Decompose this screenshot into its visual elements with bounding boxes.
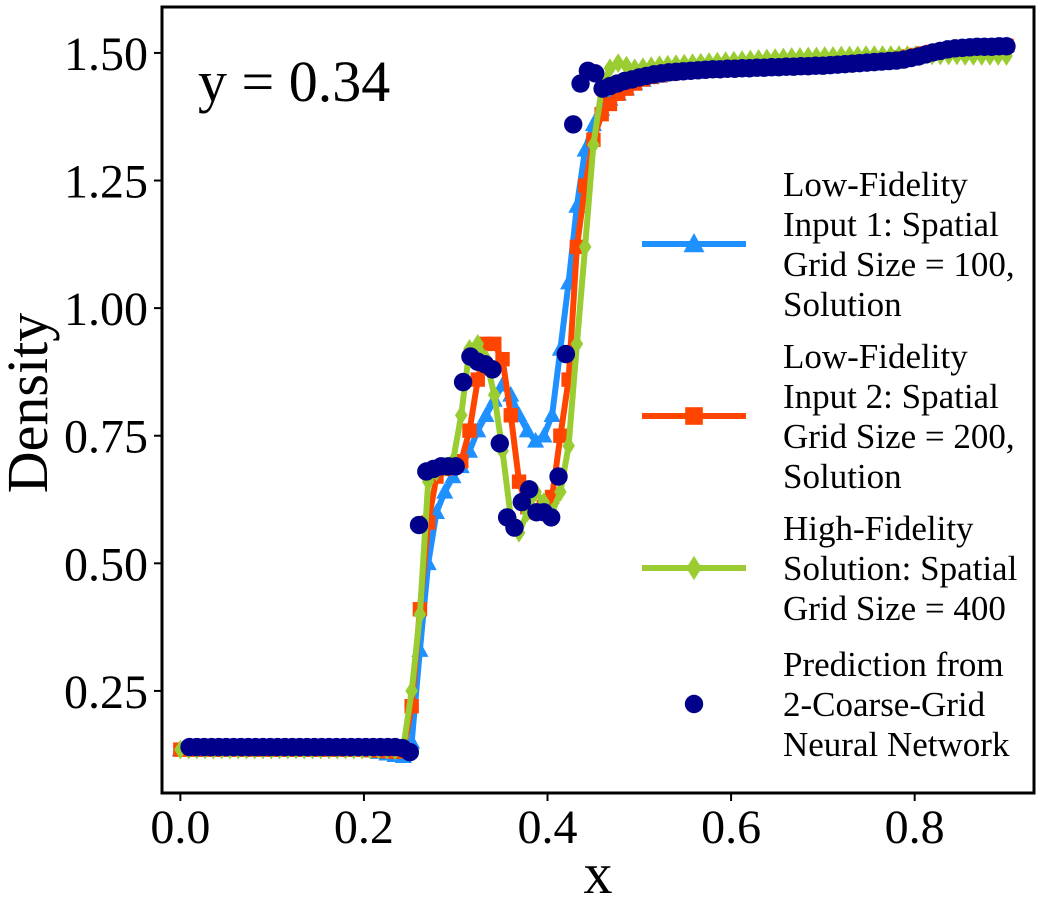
series-4-point bbox=[483, 360, 502, 379]
legend-marker bbox=[684, 694, 704, 714]
series-3-point bbox=[174, 739, 187, 760]
legend-label: Prediction from bbox=[783, 645, 1004, 684]
series-1-point bbox=[444, 467, 462, 484]
series-1-point bbox=[527, 431, 545, 448]
legend-label: Low-Fidelity bbox=[783, 337, 968, 376]
legend-label: Solution bbox=[783, 457, 902, 496]
series-4-point bbox=[453, 372, 473, 392]
series-3-point bbox=[454, 405, 468, 426]
series-4-point bbox=[541, 508, 561, 527]
legend-label: Input 2: Spatial bbox=[783, 377, 999, 416]
y-tick-label: 1.25 bbox=[64, 156, 148, 209]
legend-label: Grid Size = 400 bbox=[783, 589, 1006, 628]
x-tick-label: 0.8 bbox=[885, 801, 945, 854]
y-axis-label: Density bbox=[0, 313, 60, 493]
series-3-point bbox=[405, 681, 418, 701]
series-2-point bbox=[553, 428, 568, 443]
series-1-point bbox=[477, 406, 495, 423]
series-3-point bbox=[413, 604, 427, 625]
series-3-point bbox=[487, 384, 501, 405]
legend-marker bbox=[685, 407, 703, 425]
series-4 bbox=[180, 37, 1016, 762]
legend-label: Low-Fidelity bbox=[783, 165, 968, 204]
series-3-point bbox=[562, 436, 575, 456]
legend-marker bbox=[686, 555, 702, 581]
series-4-point bbox=[505, 518, 524, 537]
legend-label: Solution: Spatial bbox=[783, 549, 1018, 588]
series-1-point bbox=[543, 406, 561, 423]
y-tick-label: 1.50 bbox=[64, 28, 148, 81]
series-3-point bbox=[587, 134, 600, 155]
x-tick-label: 0.2 bbox=[334, 801, 394, 854]
series-3-point bbox=[967, 46, 980, 66]
series-3-point bbox=[611, 53, 625, 74]
series-3-point bbox=[554, 481, 567, 502]
legend-label: Solution bbox=[783, 285, 902, 324]
series-3-point bbox=[471, 333, 485, 354]
series-2-point bbox=[462, 423, 477, 438]
y-tick-label: 1.00 bbox=[64, 283, 148, 336]
y-tick-label: 0.75 bbox=[64, 411, 148, 464]
series-2-point bbox=[569, 239, 585, 255]
legend-label: High-Fidelity bbox=[783, 509, 974, 548]
series-1-point bbox=[535, 426, 553, 443]
series-4-point bbox=[519, 480, 539, 499]
series-4-point bbox=[564, 115, 583, 134]
x-tick-label: 0.6 bbox=[701, 801, 761, 854]
annotation-y-value: y = 0.34 bbox=[198, 49, 390, 114]
legend-marker bbox=[683, 233, 705, 253]
series-2-point bbox=[470, 372, 485, 387]
series-4-point bbox=[400, 742, 420, 762]
y-tick-label: 0.50 bbox=[64, 538, 148, 591]
plot-content bbox=[171, 36, 1016, 764]
series-4-point bbox=[997, 37, 1016, 56]
legend-label: Grid Size = 100, bbox=[783, 245, 1015, 284]
series-4-point bbox=[549, 467, 568, 486]
series-2-point bbox=[487, 336, 502, 352]
axis-ticks: 0.0 0.2 0.4 0.6 0.8 0.25 0.50 0.75 1.00 1.25 1.50 bbox=[64, 28, 945, 854]
x-tick-label: 0.4 bbox=[518, 801, 578, 854]
series-3-point bbox=[983, 46, 997, 66]
series-layer bbox=[171, 36, 1016, 764]
series-1-point bbox=[518, 421, 536, 438]
series-4-point bbox=[490, 434, 509, 453]
legend-label: Neural Network bbox=[783, 725, 1010, 764]
series-3-point bbox=[768, 48, 782, 68]
series-4-point bbox=[409, 515, 429, 535]
plot-frame bbox=[160, 5, 1036, 795]
series-3-point bbox=[578, 236, 592, 257]
legend-label: Grid Size = 200, bbox=[783, 417, 1015, 456]
series-4-point bbox=[586, 64, 605, 83]
x-axis-label: x bbox=[584, 841, 613, 906]
series-3-point bbox=[603, 58, 617, 79]
series-4-point bbox=[556, 344, 576, 364]
series-2-point bbox=[495, 351, 510, 367]
y-tick-label: 0.25 bbox=[64, 666, 148, 719]
series-3-point bbox=[570, 333, 584, 354]
x-tick-label: 0.0 bbox=[150, 801, 210, 854]
series-3-point bbox=[785, 47, 798, 67]
series-2-point bbox=[503, 408, 518, 423]
series-4-point bbox=[446, 457, 465, 476]
legend-label: Input 1: Spatial bbox=[783, 205, 999, 244]
series-1-point bbox=[436, 482, 454, 499]
legend-label: 2-Coarse-Grid bbox=[783, 685, 986, 724]
